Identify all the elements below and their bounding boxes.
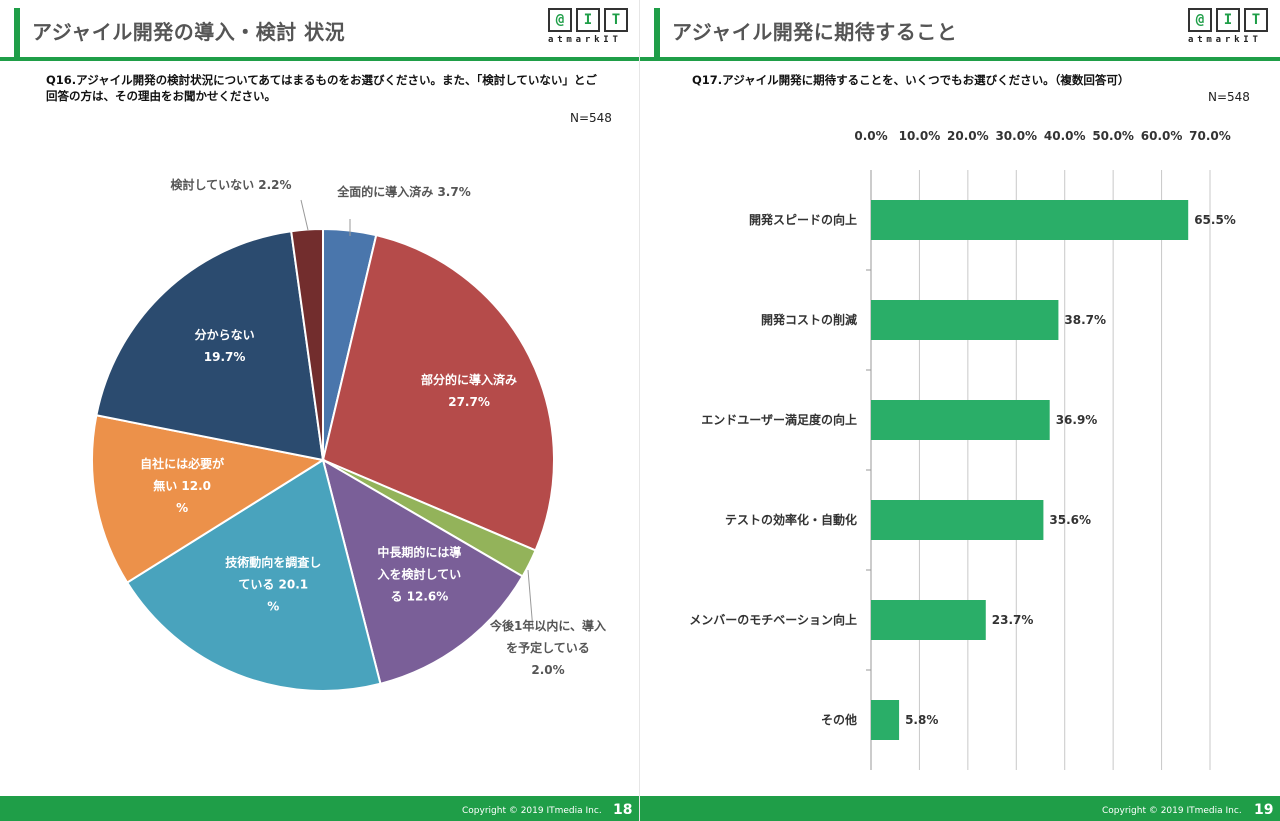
category-label: エンドユーザー満足度の向上 <box>701 412 857 427</box>
logo-letter-box: I <box>1216 8 1240 32</box>
category-label: メンバーのモチベーション向上 <box>689 612 857 627</box>
pie-chart: 全面的に導入済み 3.7% 部分的に導入済み 27.7% 今後1年以内に、導入を予定し… <box>91 177 606 692</box>
logo-letter-box: T <box>604 8 628 32</box>
bar <box>871 400 1050 440</box>
logo-letter-box: @ <box>1188 8 1212 32</box>
pie-slice-label: 検討していない 2.2% <box>170 177 291 192</box>
bar-value-label: 65.5% <box>1194 213 1236 227</box>
footer-bar <box>0 796 640 821</box>
x-tick-label: 50.0% <box>1092 129 1134 143</box>
bar-chart: 0.0% 10.0% 20.0% 30.0% 40.0% 50.0% 60.0% 70.0% 開… <box>689 129 1236 770</box>
title-accent-bar <box>654 8 660 58</box>
bar-value-label: 38.7% <box>1064 313 1106 327</box>
pie-slice <box>95 230 325 462</box>
category-label: 開発スピードの向上 <box>749 212 857 227</box>
footer-bar <box>640 796 1280 821</box>
pie-slice <box>290 227 324 461</box>
pie-slice-label: 全面的に導入済み 3.7% <box>336 184 470 199</box>
bar <box>871 500 1044 540</box>
title-rule <box>0 57 640 61</box>
copyright-text: Copyright © 2019 ITmedia Inc. <box>462 806 602 816</box>
bar-value-label: 35.6% <box>1049 513 1091 527</box>
x-tick-label: 40.0% <box>1044 129 1086 143</box>
sample-size-label: N=548 <box>1208 90 1250 104</box>
category-label: 開発コストの削減 <box>761 312 857 327</box>
pie-slice <box>91 414 326 584</box>
x-tick-label: 60.0% <box>1141 129 1183 143</box>
x-tick-label: 20.0% <box>947 129 989 143</box>
title-accent-bar <box>14 8 20 58</box>
page-number: 18 <box>613 802 633 818</box>
bar <box>871 300 1059 340</box>
x-tick-label: 0.0% <box>854 129 887 143</box>
slide-19: アジャイル開発に期待すること @ I T atmarkIT Q17.アジャイル開… <box>640 0 1280 821</box>
question-text: Q17.アジャイル開発に期待することを、いくつでもお選びください。（複数回答可） <box>692 73 1130 87</box>
leader-line <box>527 569 534 631</box>
bar-value-label: 36.9% <box>1056 413 1098 427</box>
slide-18: アジャイル開発の導入・検討 状況 @ I T atmarkIT Q16.アジャイ… <box>0 8 640 821</box>
leader-line <box>300 199 309 231</box>
atmarkit-logo: @ I T atmarkIT <box>1188 8 1274 52</box>
bar <box>871 200 1189 240</box>
pie-slice-label: 自社には必要が無い 12.0% <box>140 456 224 515</box>
category-label: テストの効率化・自動化 <box>725 512 857 527</box>
bar <box>871 600 986 640</box>
page-number: 19 <box>1254 802 1274 818</box>
title-rule <box>640 57 1280 61</box>
bar <box>871 700 900 740</box>
slide-title: アジャイル開発に期待すること <box>672 20 958 44</box>
logo-text: atmarkIT <box>548 35 622 45</box>
question-text: Q16.アジャイル開発の検討状況についてあてはまるものをお選びください。また、「… <box>46 73 597 103</box>
x-tick-label: 70.0% <box>1189 129 1231 143</box>
bar-value-label: 23.7% <box>992 613 1034 627</box>
copyright-text: Copyright © 2019 ITmedia Inc. <box>1102 806 1242 816</box>
x-tick-label: 10.0% <box>899 129 941 143</box>
pie-slice-label: 技術動向を調査している 20.1% <box>225 554 321 613</box>
pie-slice-label: 分からない 19.7% <box>195 327 255 364</box>
logo-text: atmarkIT <box>1188 35 1262 45</box>
pie-slice-label: 中長期的には導入を検討している 12.6% <box>377 544 461 603</box>
pie-slice <box>321 457 524 685</box>
logo-letter-box: I <box>576 8 600 32</box>
pie-slice-label: 今後1年以内に、導入を予定している 2.0% <box>489 618 606 677</box>
pie-slice <box>321 234 555 552</box>
pie-slice-label: 部分的に導入済み 27.7% <box>421 372 517 409</box>
logo-letter-box: @ <box>548 8 572 32</box>
bar-value-label: 5.8% <box>905 713 938 727</box>
slide-title: アジャイル開発の導入・検討 状況 <box>32 20 346 44</box>
atmarkit-logo: @ I T atmarkIT <box>548 8 634 52</box>
category-label: その他 <box>821 712 857 727</box>
x-tick-label: 30.0% <box>995 129 1037 143</box>
sample-size-label: N=548 <box>570 111 612 125</box>
pie-slice <box>125 458 382 692</box>
logo-letter-box: T <box>1244 8 1268 32</box>
